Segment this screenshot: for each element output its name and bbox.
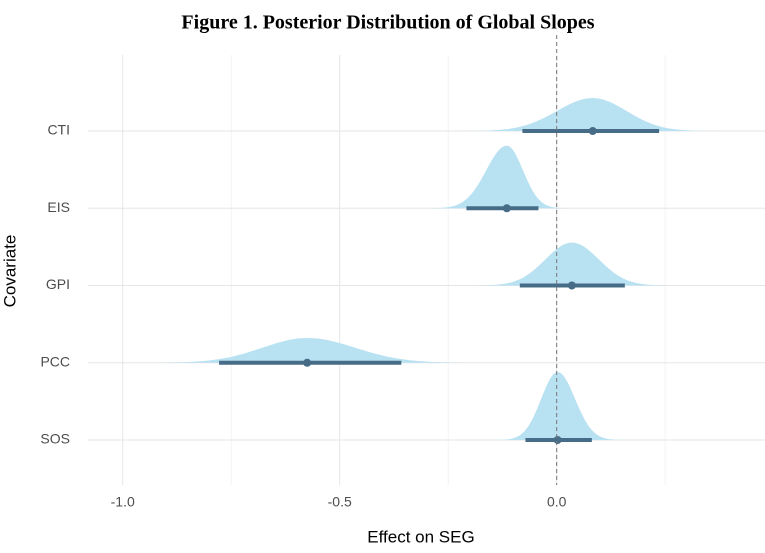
x-tick-label: -0.5 [328, 494, 352, 510]
density [424, 145, 572, 209]
x-tick-label: 0.0 [547, 494, 567, 510]
y-axis-title: Covariate [0, 235, 19, 308]
x-tick-label: -1.0 [111, 494, 135, 510]
density [127, 338, 500, 363]
density [449, 98, 729, 131]
y-tick-label: GPI [46, 276, 70, 292]
chart-title: Figure 1. Posterior Distribution of Glob… [181, 12, 594, 34]
density [492, 372, 628, 440]
point-estimate [303, 358, 312, 367]
density [465, 242, 680, 286]
y-tick-label: CTI [47, 122, 70, 138]
y-tick-label: SOS [40, 431, 70, 447]
y-tick-label: PCC [40, 353, 70, 369]
y-tick-label: EIS [47, 199, 70, 215]
x-axis-title: Effect on SEG [367, 527, 474, 546]
point-estimate [502, 204, 511, 213]
point-estimate [567, 281, 576, 290]
point-estimate [553, 436, 562, 444]
point-estimate [588, 127, 597, 135]
